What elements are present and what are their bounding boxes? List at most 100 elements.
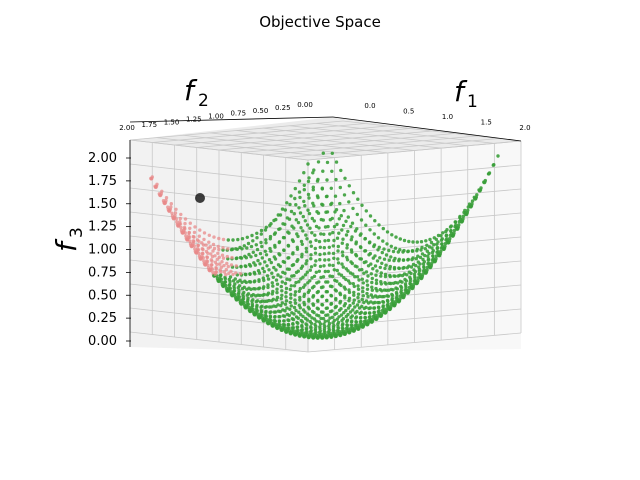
point-green [258, 251, 263, 256]
point-green [312, 219, 316, 223]
point-green [279, 275, 283, 279]
point-green [367, 318, 371, 323]
point-green [312, 284, 316, 289]
point-red [217, 236, 221, 241]
point-green [346, 229, 350, 234]
point-red [216, 244, 220, 249]
point-green [348, 271, 353, 275]
point-green [351, 191, 356, 195]
point-green [449, 229, 453, 233]
point-red [196, 247, 200, 251]
point-green [264, 241, 268, 245]
point-green [338, 301, 342, 305]
point-green [307, 288, 311, 293]
chart-title: Objective Space [259, 13, 381, 31]
point-green [311, 188, 315, 192]
point-green [260, 304, 264, 308]
point-green [407, 288, 411, 292]
point-green [254, 310, 258, 314]
point-green [391, 288, 395, 292]
point-green [407, 239, 411, 244]
point-green [309, 253, 313, 257]
point-green [274, 217, 278, 222]
point-green [365, 287, 370, 291]
point-green [265, 274, 270, 278]
point-red [200, 254, 204, 258]
point-green [440, 242, 444, 246]
point-green [307, 297, 311, 301]
point-green [232, 289, 236, 294]
point-green [445, 228, 449, 232]
point-green [317, 226, 321, 230]
point-green [361, 294, 365, 298]
point-green [342, 304, 346, 308]
point-green [313, 332, 317, 336]
point-green [414, 263, 418, 268]
point-green [315, 210, 319, 214]
point-green [266, 285, 270, 290]
point-green [388, 264, 392, 269]
point-green [271, 284, 275, 288]
point-green [304, 233, 308, 237]
point-green [325, 298, 329, 303]
point-green [334, 177, 338, 182]
point-green [359, 315, 363, 320]
point-green [262, 278, 266, 283]
point-green [283, 309, 287, 313]
grid-line-top [289, 125, 468, 147]
point-green [291, 322, 295, 326]
point-green [453, 220, 458, 224]
point-red [197, 234, 201, 238]
point-green [371, 314, 376, 319]
point-green [281, 322, 286, 327]
point-green [335, 236, 340, 240]
point-green [357, 299, 361, 304]
point-green [284, 286, 289, 291]
point-green [370, 285, 374, 289]
point-green [310, 316, 314, 320]
point-red [207, 233, 211, 237]
point-green [342, 208, 346, 213]
point-green [283, 208, 287, 212]
point-green [339, 273, 344, 277]
point-green [278, 227, 282, 231]
point-green [261, 293, 265, 297]
point-green [241, 298, 245, 302]
point-green [371, 256, 375, 260]
point-green [413, 275, 417, 279]
point-red [182, 228, 186, 232]
point-green [436, 233, 441, 238]
point-red [222, 270, 227, 274]
point-green [306, 208, 310, 212]
point-green [416, 276, 421, 280]
point-green [439, 249, 443, 254]
point-green [277, 240, 282, 244]
point-green [312, 168, 316, 172]
point-red [230, 255, 234, 260]
point-green [384, 263, 388, 267]
point-green [461, 217, 465, 221]
point-green [479, 186, 483, 190]
point-green [285, 267, 290, 271]
point-green [349, 248, 354, 252]
point-red [187, 230, 191, 235]
point-green [394, 299, 398, 304]
point-green [355, 275, 360, 279]
point-green [299, 328, 304, 332]
point-green [336, 320, 341, 325]
point-green [341, 322, 345, 326]
point-green [300, 252, 304, 256]
point-green [360, 304, 364, 309]
point-green [304, 331, 308, 335]
point-green [297, 310, 301, 314]
point-green [360, 203, 364, 207]
point-green [422, 265, 426, 269]
point-green [321, 275, 326, 279]
point-green [444, 233, 449, 237]
point-green [425, 265, 430, 269]
point-green [335, 222, 339, 227]
point-green [306, 192, 311, 197]
axis-line-f1 [332, 116, 522, 142]
point-green [264, 238, 268, 242]
point-green [475, 193, 479, 197]
